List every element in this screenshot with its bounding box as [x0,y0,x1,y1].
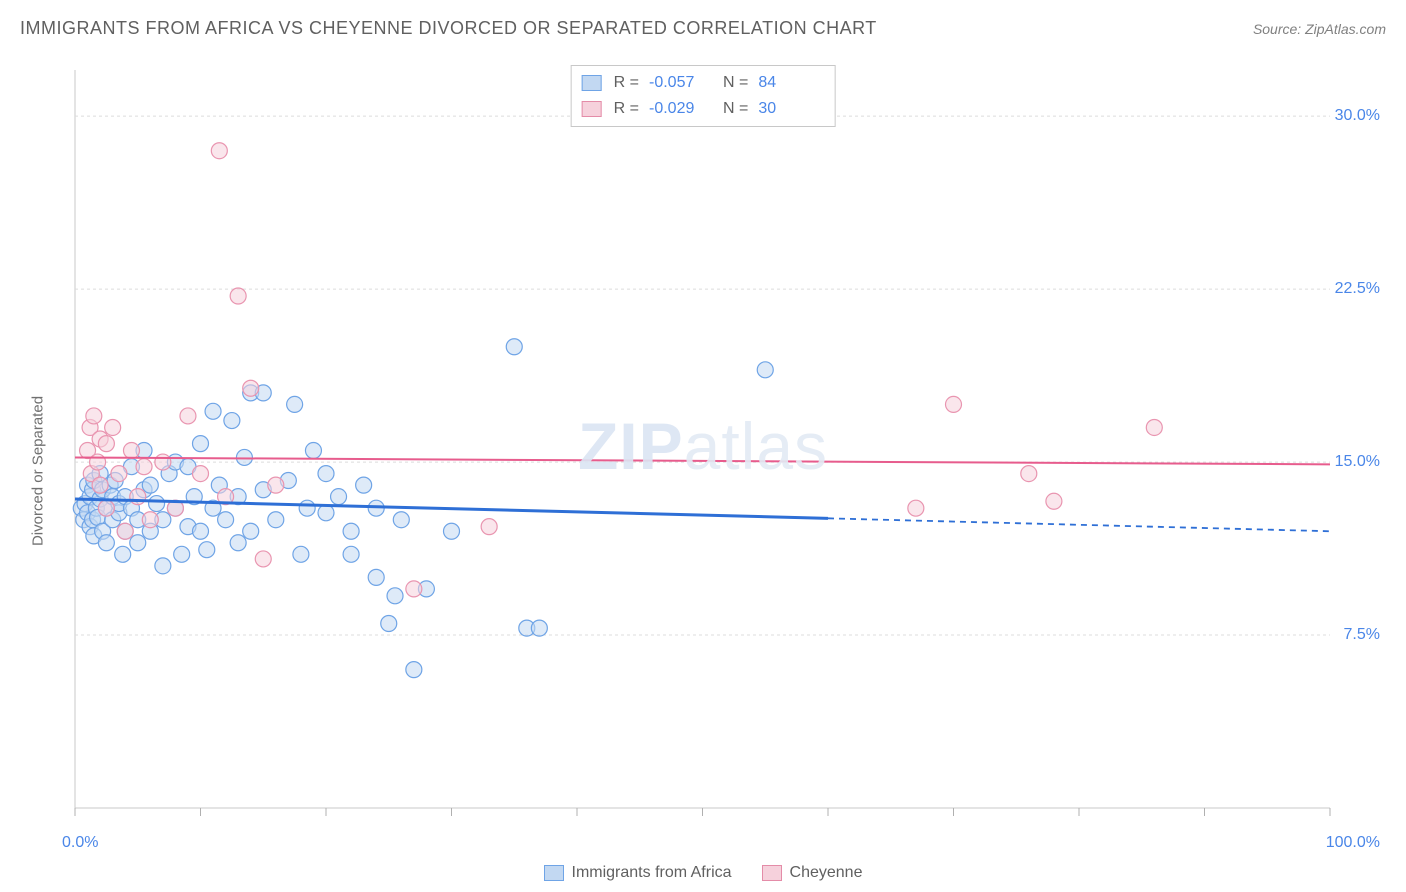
legend-r-value-b: -0.029 [649,100,711,118]
chart-title: IMMIGRANTS FROM AFRICA VS CHEYENNE DIVOR… [20,18,877,39]
legend-label-b: Cheyenne [790,864,863,882]
chart-source: Source: ZipAtlas.com [1253,21,1386,37]
source-label: Source: [1253,21,1301,37]
y-tick-label: 15.0% [1335,453,1380,471]
y-axis-title: Divorced or Separated [30,396,47,546]
legend-correlation: R = -0.057 N = 84 R = -0.029 N = 30 [571,65,836,127]
legend-r-label-a: R = [614,74,639,92]
legend-row-series-b: R = -0.029 N = 30 [582,96,821,122]
legend-label-a: Immigrants from Africa [572,864,732,882]
y-tick-label: 7.5% [1344,626,1380,644]
chart-container: Divorced or Separated ZIPatlas R = -0.05… [20,60,1386,882]
legend-series: Immigrants from Africa Cheyenne [20,864,1386,882]
legend-n-value-b: 30 [758,100,820,118]
legend-n-value-a: 84 [758,74,820,92]
x-axis-max-label: 100.0% [1326,834,1380,852]
legend-n-label-a: N = [723,74,748,92]
header-row: IMMIGRANTS FROM AFRICA VS CHEYENNE DIVOR… [20,18,1386,39]
legend-swatch-b-bottom [762,865,782,881]
legend-swatch-a [582,75,602,91]
y-tick-label: 30.0% [1335,107,1380,125]
legend-swatch-a-bottom [544,865,564,881]
legend-n-label-b: N = [723,100,748,118]
legend-r-value-a: -0.057 [649,74,711,92]
legend-swatch-b [582,101,602,117]
legend-item-a: Immigrants from Africa [544,864,732,882]
legend-r-label-b: R = [614,100,639,118]
legend-row-series-a: R = -0.057 N = 84 [582,70,821,96]
x-axis-min-label: 0.0% [62,834,98,852]
scatter-chart [20,60,1386,882]
legend-item-b: Cheyenne [762,864,863,882]
source-name: ZipAtlas.com [1305,21,1386,37]
y-tick-label: 22.5% [1335,280,1380,298]
